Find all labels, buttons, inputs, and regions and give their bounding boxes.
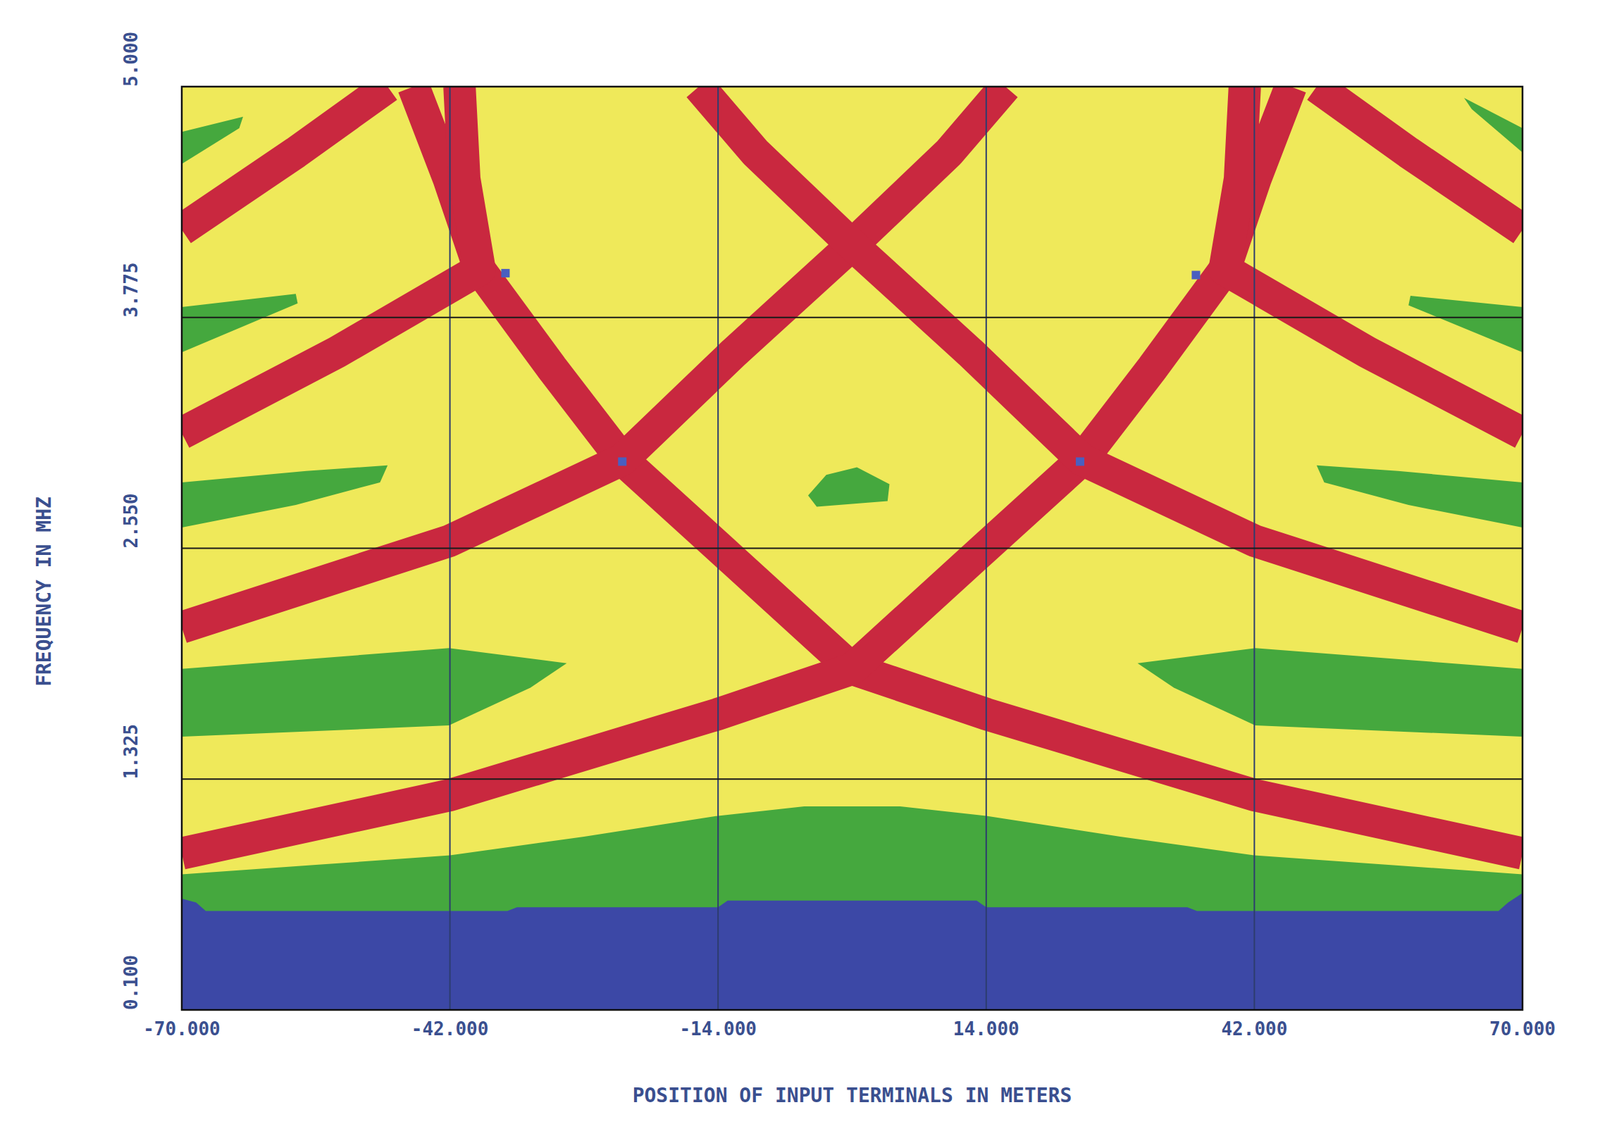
band <box>181 86 388 230</box>
plot-frame <box>181 86 1523 1011</box>
x-tick-label: 42.000 <box>1220 1018 1288 1040</box>
band <box>1316 86 1523 230</box>
plot-area <box>181 86 1523 1011</box>
x-tick-label: -14.000 <box>679 1018 757 1040</box>
region <box>181 806 1523 1011</box>
y-tick-label: 2.550 <box>120 493 142 549</box>
y-tick-label: 5.000 <box>120 31 142 87</box>
region <box>181 86 1523 1011</box>
x-tick-label: -42.000 <box>411 1018 489 1040</box>
region <box>1408 295 1523 353</box>
y-tick-label: 3.775 <box>120 262 142 318</box>
region <box>1316 465 1523 528</box>
marker <box>1191 271 1200 280</box>
region <box>181 648 567 737</box>
y-tick-label: 0.100 <box>120 955 142 1011</box>
grid-line-y <box>181 778 1523 780</box>
chart-svg: -70.000 -42.000 -14.000 14.000 42.000 70.000 0… <box>0 0 1600 1124</box>
band <box>698 86 1523 628</box>
region <box>181 116 244 165</box>
marker <box>617 457 627 466</box>
region <box>1137 648 1523 737</box>
band <box>181 86 1006 628</box>
y-axis-title: FREQUENCY IN MHZ <box>32 496 56 687</box>
x-tick-label: 70.000 <box>1489 1018 1556 1040</box>
marker <box>1075 457 1085 466</box>
marker <box>500 269 510 278</box>
region <box>1464 97 1523 153</box>
x-tick-label: -70.000 <box>143 1018 221 1040</box>
region <box>181 893 1523 1011</box>
grid-line-y <box>181 317 1523 319</box>
grid-line-y <box>181 548 1523 550</box>
region <box>808 467 890 508</box>
region <box>181 465 388 528</box>
band <box>181 86 480 434</box>
page: {"chart_data": { "type": "contour", "x_l… <box>0 0 1600 1124</box>
region <box>181 293 299 353</box>
band <box>1224 86 1523 434</box>
x-tick-label: 14.000 <box>953 1018 1020 1040</box>
y-tick-label: 1.325 <box>120 724 142 780</box>
x-axis-title: POSITION OF INPUT TERMINALS IN METERS <box>632 1084 1073 1108</box>
